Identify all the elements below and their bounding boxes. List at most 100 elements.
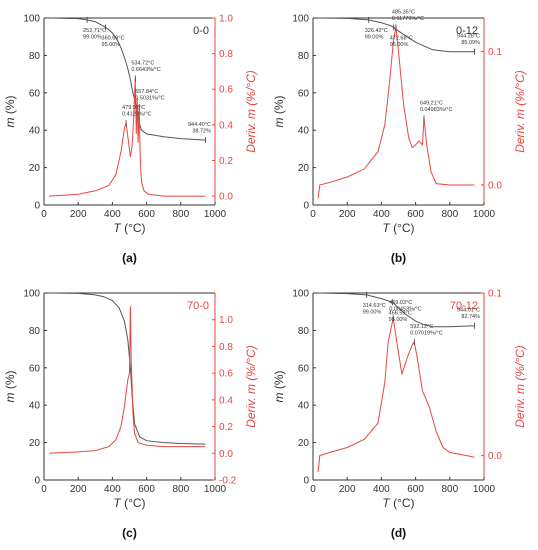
y-left-tick-label: 100 — [23, 289, 40, 300]
y-right-tick-label: 0.6 — [219, 85, 233, 96]
chart-panel-a: 0 200 400 600 800 1000 0 20 40 60 80 100 0.0 0.2 0.4 0.… — [0, 0, 269, 275]
y-left-tick-label: 100 — [292, 14, 309, 25]
annotation-x-label: 534.72°C — [131, 61, 154, 67]
y-right-tick-label: 0.0 — [219, 192, 233, 203]
y-right-tick-label: 0.0 — [219, 449, 233, 460]
y-right-tick-label: 0.6 — [219, 369, 233, 380]
y-right-tick-label: 1.0 — [219, 14, 233, 25]
chart-svg-c: 0 200 400 600 800 1000 0 20 40 60 80 100 -0.2 0.0 0.2 0… — [3, 289, 258, 541]
annotation-y-label: 95.00% — [389, 317, 408, 323]
x-axis-label: T (°C) — [113, 221, 145, 235]
deriv-curve — [317, 27, 475, 199]
y-left-tick-label: 20 — [29, 163, 41, 174]
annotation-x-label: 326.42°C — [365, 28, 388, 34]
chart-panel-b: 0 200 400 600 800 1000 0 20 40 60 80 100 0.0 0.1 T (°C… — [269, 0, 538, 275]
y-right-axis-label: Deriv. m (%/°C) — [513, 345, 527, 428]
x-tick-label: 0 — [310, 484, 316, 495]
chart-title: 0-0 — [193, 25, 209, 37]
y-right-tick-label: 0.2 — [219, 422, 233, 433]
y-right-tick-label: 0.4 — [219, 120, 233, 131]
y-left-tick-label: 100 — [23, 14, 40, 25]
annotation-y-label: 0.07019%/°C — [410, 330, 442, 336]
y-left-tick-label: 0 — [34, 201, 40, 212]
x-axis-label: T (°C) — [382, 221, 414, 235]
x-tick-label: 600 — [407, 209, 424, 220]
x-tick-label: 200 — [339, 209, 356, 220]
annotation-x-label: 649.21°C — [420, 100, 443, 106]
panel-caption: (c) — [122, 526, 137, 540]
chart-title: 70-12 — [450, 300, 478, 312]
annotation-y-label: 0.11779%/°C — [392, 16, 424, 22]
annotation-y-label: 99.00% — [363, 309, 382, 315]
x-tick-label: 0 — [41, 209, 47, 220]
y-left-tick-label: 80 — [29, 326, 41, 337]
y-left-tick-label: 80 — [29, 51, 41, 62]
annotation-x-label: 469.03°C — [389, 300, 412, 306]
y-left-tick-label: 0 — [303, 476, 309, 487]
annotation-y-label: 0.4123%/°C — [122, 112, 151, 118]
annotation-x-label: 485.35°C — [392, 9, 415, 15]
y-left-tick-label: 20 — [29, 438, 41, 449]
x-tick-label: 200 — [70, 209, 87, 220]
y-left-tick-label: 80 — [298, 326, 310, 337]
annotation-x-label: 472.68°C — [390, 35, 413, 41]
annotation-y-label: 0.04983%/°C — [420, 107, 452, 113]
annotation-y-label: 38.72% — [192, 129, 211, 135]
chart-svg-a: 0 200 400 600 800 1000 0 20 40 60 80 100 0.0 0.2 0.4 0.… — [3, 14, 258, 266]
x-tick-label: 600 — [138, 209, 155, 220]
y-right-tick-label: 0.8 — [219, 49, 233, 60]
annotation-y-label: 95.00% — [102, 42, 121, 48]
y-left-tick-label: 60 — [298, 88, 310, 99]
annotation-x-label: 944.26°C — [457, 34, 480, 40]
x-tick-label: 1000 — [204, 484, 227, 495]
y-left-tick-label: 40 — [29, 401, 41, 412]
x-tick-label: 1000 — [473, 209, 496, 220]
y-left-tick-label: 40 — [29, 126, 41, 137]
x-axis-label: T (°C) — [113, 496, 145, 510]
panel-caption: (d) — [391, 526, 406, 540]
x-tick-label: 800 — [172, 484, 189, 495]
y-left-axis-label: m (%) — [3, 371, 17, 403]
y-right-tick-label: 0.0 — [488, 180, 502, 191]
annotation-x-label: 592.12°C — [410, 324, 433, 330]
mass-curve — [49, 292, 206, 445]
y-right-tick-label: 0.4 — [219, 395, 233, 406]
y-left-tick-label: 0 — [303, 201, 309, 212]
x-tick-label: 600 — [138, 484, 155, 495]
deriv-curve — [49, 78, 206, 197]
y-right-axis-label: Deriv. m (%/°C) — [244, 345, 258, 428]
annotation-y-label: 0.5031%/°C — [135, 96, 164, 102]
y-right-tick-label: 1.0 — [219, 315, 233, 326]
x-tick-label: 200 — [339, 484, 356, 495]
annotation-x-label: 557.84°C — [135, 89, 158, 95]
x-axis-label: T (°C) — [382, 496, 414, 510]
annotation-y-label: 99.00% — [365, 34, 384, 40]
annotation-x-label: 360.69°C — [102, 35, 125, 41]
annotation-x-label: 479.97°C — [122, 105, 145, 111]
y-right-tick-label: -0.2 — [219, 476, 237, 487]
annotation-x-label: 252.71°C — [83, 28, 106, 34]
y-right-axis-label: Deriv. m (%/°C) — [513, 70, 527, 153]
x-tick-label: 800 — [441, 209, 458, 220]
annotation-y-label: 95.00% — [390, 42, 409, 48]
chart-panel-d: 0 200 400 600 800 1000 0 20 40 60 80 100 0.0 0.1 T (°C… — [269, 275, 538, 550]
annotation-x-label: 944.40°C — [188, 122, 211, 128]
y-left-axis-label: m (%) — [3, 96, 17, 128]
chart-title: 70-0 — [187, 300, 209, 312]
annotation-y-label: 0.6643%/°C — [131, 67, 160, 73]
x-tick-label: 400 — [373, 484, 390, 495]
y-left-tick-label: 60 — [29, 88, 41, 99]
y-right-tick-label: 0.2 — [219, 156, 233, 167]
x-tick-label: 0 — [310, 209, 316, 220]
y-left-tick-label: 20 — [298, 163, 310, 174]
chart-panel-c: 0 200 400 600 800 1000 0 20 40 60 80 100 -0.2 0.0 0.2 0… — [0, 275, 269, 550]
y-right-tick-label: 0.1 — [488, 289, 502, 300]
x-tick-label: 1000 — [473, 484, 496, 495]
y-left-tick-label: 40 — [298, 126, 310, 137]
y-left-tick-label: 60 — [298, 363, 310, 374]
x-tick-label: 600 — [407, 484, 424, 495]
y-left-tick-label: 60 — [29, 363, 41, 374]
x-tick-label: 800 — [172, 209, 189, 220]
annotation-y-label: 85.09% — [461, 40, 480, 46]
mass-curve — [49, 17, 206, 141]
